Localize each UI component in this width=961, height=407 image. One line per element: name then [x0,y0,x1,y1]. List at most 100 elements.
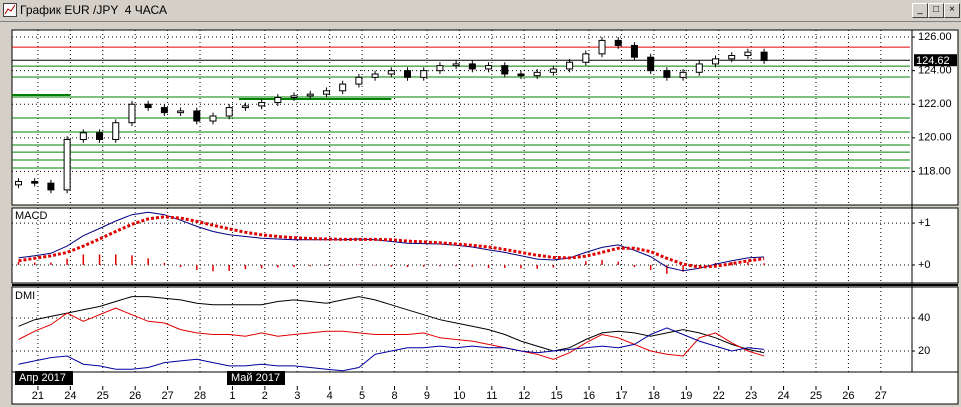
candle-body [112,122,120,141]
candle-body [582,53,590,63]
candle-body [695,63,703,73]
candle-body [96,132,104,141]
x-tick-label: 12 [518,390,530,402]
candle-body [744,51,752,57]
candle-body [274,97,282,104]
last-price-box [914,54,957,67]
candle-body [711,58,719,65]
last-price-label: 124.62 [916,55,950,67]
candle-body [290,95,298,99]
x-tick-label: 9 [424,390,430,402]
candle-body [47,182,55,191]
x-tick-label: 17 [615,390,627,402]
candle-body [306,93,314,97]
candle-body [79,132,87,141]
x-tick-label: 26 [842,390,854,402]
candle-body [193,110,201,122]
x-tick-label: 23 [745,390,757,402]
y-tick-label: 40 [918,312,930,324]
candle-body [549,68,557,73]
y-tick-label: 124.00 [918,65,952,77]
series-line [18,307,765,360]
x-tick-label: 25 [810,390,822,402]
y-tick-label: +0 [918,259,931,271]
window-title: График EUR /JPY 4 ЧАСА [20,3,167,17]
series-line [18,296,765,354]
x-tick-label: 22 [713,390,725,402]
month-label: Апр 2017 [19,372,66,384]
candle-body [128,103,136,124]
candle-body [760,51,768,62]
panel-title: MACD [15,210,47,222]
x-tick-label: 27 [875,390,887,402]
y-tick-label: 120.00 [918,132,952,144]
candle-body [598,39,606,55]
panel-title: DMI [15,290,35,302]
candle-body [679,71,687,78]
x-tick-label: 21 [32,390,44,402]
x-tick-label: 27 [161,390,173,402]
x-tick-label: 19 [680,390,692,402]
y-tick-label: +1 [918,217,931,229]
close-button[interactable]: × [944,3,960,18]
candle-body [355,76,363,85]
candle-body [31,180,39,184]
candle-body [663,70,671,78]
series-line [18,215,765,269]
date-axis [11,371,959,405]
y-tick-label: 122.00 [918,98,952,110]
candle-body [485,65,493,70]
candle-body [436,65,444,72]
x-tick-label: 1 [229,390,235,402]
series-line [18,211,765,272]
x-tick-label: 15 [551,390,563,402]
x-tick-label: 10 [453,390,465,402]
app-icon [3,3,17,17]
candle-body [225,107,233,117]
candle-body [647,56,655,72]
month-label: Май 2017 [231,372,280,384]
x-tick-label: 25 [97,390,109,402]
candle-body [630,44,638,58]
month-box [15,371,73,385]
candle-body [371,73,379,78]
x-tick-label: 28 [194,390,206,402]
x-tick-label: 5 [359,390,365,402]
maximize-button[interactable]: □ [928,3,944,18]
minimize-button[interactable]: _ [912,3,928,18]
x-tick-label: 11 [486,390,497,402]
candle-body [533,71,541,77]
candle-body [404,70,412,78]
candle-body [517,73,525,77]
candle-body [144,103,152,109]
candle-body [420,70,428,78]
y-tick-label: 20 [918,345,930,357]
candle-body [339,83,347,92]
candle-body [14,180,22,186]
candle-body [322,90,330,95]
candle-body [501,65,509,75]
candle-body [566,61,574,70]
x-tick-label: 24 [777,390,789,402]
candle-body [209,115,217,122]
x-tick-label: 24 [64,390,76,402]
y-tick-label: 118.00 [918,165,951,177]
y-tick-label: 126.00 [918,31,952,43]
price-panel [11,29,959,206]
x-tick-label: 26 [129,390,141,402]
x-tick-label: 18 [648,390,660,402]
x-tick-label: 3 [294,390,300,402]
x-tick-label: 8 [391,390,397,402]
candle-body [728,55,736,60]
month-box [227,371,285,385]
title-bar: График EUR /JPY 4 ЧАСА _ □ × [0,0,961,22]
x-tick-label: 2 [262,390,268,402]
candle-body [387,70,395,75]
x-tick-label: 16 [583,390,595,402]
candle-body [63,139,71,191]
series-line [18,327,765,372]
x-tick-label: 4 [327,390,333,402]
candle-body [258,102,266,107]
